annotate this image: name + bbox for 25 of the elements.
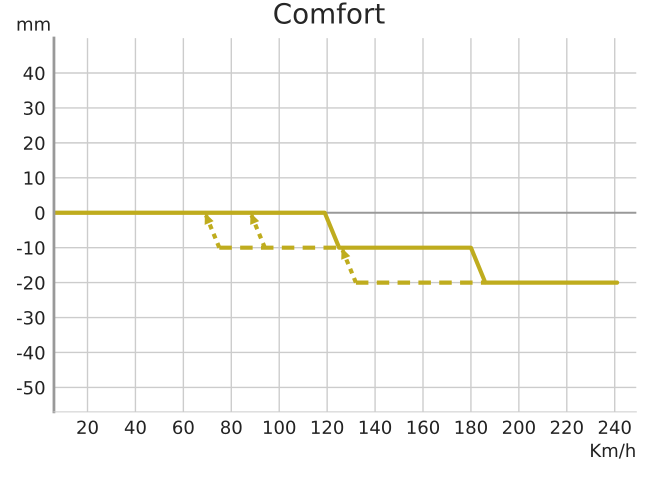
y-tick-label: -10 <box>17 241 44 255</box>
y-tick-label: 10 <box>24 171 44 185</box>
x-tick-label: 100 <box>264 420 296 434</box>
x-tick-label: 80 <box>221 420 242 434</box>
x-tick-label: 140 <box>360 420 392 434</box>
y-tick-label: 30 <box>24 101 44 116</box>
y-tick-label: -20 <box>17 276 44 290</box>
x-tick-label: 120 <box>312 420 344 434</box>
chart-title: Comfort <box>274 2 385 24</box>
y-axis-title: mm <box>18 20 50 31</box>
y-tick-label: 20 <box>24 136 44 150</box>
y-tick-label: 0 <box>35 206 44 220</box>
x-tick-label: 40 <box>124 420 146 434</box>
y-tick-label: 40 <box>24 66 44 80</box>
y-tick-label: -30 <box>17 311 44 325</box>
x-axis-title: Km/h <box>591 443 635 459</box>
x-tick-label: 160 <box>408 420 440 434</box>
x-tick-label: 60 <box>173 420 194 434</box>
x-tick-label: 200 <box>502 420 535 434</box>
y-tick-label: -50 <box>17 380 44 395</box>
x-tick-label: 180 <box>456 420 487 434</box>
x-tick-label: 240 <box>598 420 631 434</box>
y-tick-label: -40 <box>17 346 44 360</box>
x-tick-label: 220 <box>550 420 583 434</box>
x-tick-label: 20 <box>77 420 98 434</box>
